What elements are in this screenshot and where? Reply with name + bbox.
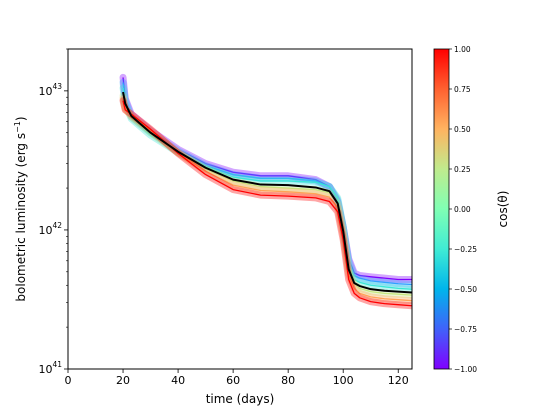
colorbar	[433, 48, 450, 370]
colorbar-label: cos(θ)	[496, 191, 510, 228]
colorbar-tick-label: 0.50	[454, 125, 471, 134]
series-line-5	[122, 100, 412, 307]
colorbar-tick-label: 0.00	[454, 205, 471, 214]
x-tick-label: 80	[281, 374, 295, 387]
x-tick-label: 20	[116, 374, 130, 387]
series-layer	[119, 73, 412, 310]
x-axis: 0 20 40 60 80 100 120	[65, 369, 409, 387]
series-line-4	[122, 98, 412, 302]
colorbar-tick-label: −1.00	[454, 365, 477, 374]
x-tick-label: 60	[226, 374, 240, 387]
x-tick-label: 100	[333, 374, 354, 387]
colorbar-tick-label: 0.25	[454, 165, 471, 174]
series-line-2	[122, 87, 412, 290]
x-tick-label: 120	[388, 374, 409, 387]
y-axis: 1041 1042 1043	[38, 48, 68, 376]
colorbar-tick-label: 0.75	[454, 85, 471, 94]
colorbar-tick-label: −0.50	[454, 285, 477, 294]
y-tick-label: 1043	[38, 82, 62, 98]
colorbar-tick-label: −0.75	[454, 325, 477, 334]
colorbar-tick-label: 1.00	[454, 45, 471, 54]
colorbar-ticks: 1.00 0.75 0.50 0.25 0.00 −0.25 −0.50 −0.75 −1.00	[449, 45, 477, 374]
series-line-mean	[122, 91, 412, 294]
series-band-4	[119, 95, 412, 305]
plot-frame	[67, 48, 413, 370]
y-axis-label: bolometric luminosity (erg s−1)	[13, 116, 28, 301]
x-tick-label: 40	[171, 374, 185, 387]
x-axis-label: time (days)	[206, 392, 275, 406]
colorbar-tick-label: −0.25	[454, 245, 477, 254]
x-tick-label: 0	[65, 374, 72, 387]
y-tick-label: 1041	[38, 360, 62, 376]
y-tick-label: 1042	[38, 221, 62, 237]
